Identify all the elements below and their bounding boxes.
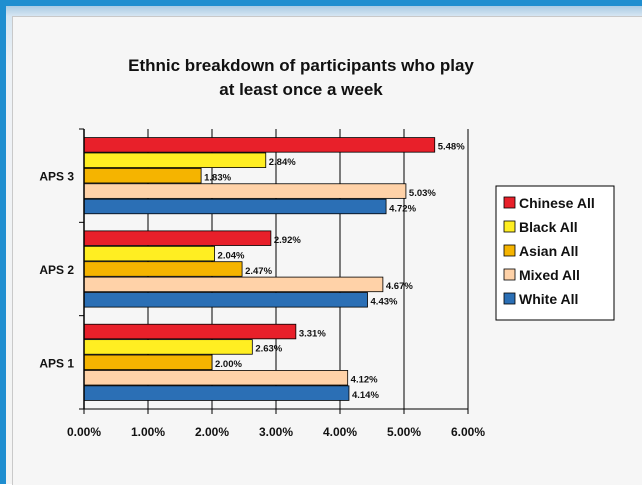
data-label: 4.43% <box>371 297 398 308</box>
bar-mixed-all <box>83 183 407 199</box>
bar-asian-all <box>83 261 243 277</box>
x-tick-label: 3.00% <box>259 425 293 439</box>
bar-white-all <box>83 292 368 308</box>
legend-label: Mixed All <box>519 267 580 283</box>
legend-swatch <box>503 244 516 257</box>
bar-chinese-all <box>83 137 436 153</box>
data-label: 4.72% <box>389 203 416 214</box>
data-label: 2.04% <box>218 250 245 261</box>
legend-swatch <box>503 268 516 281</box>
data-label: 4.12% <box>351 375 378 386</box>
x-tick-label: 5.00% <box>387 425 421 439</box>
data-label: 5.03% <box>409 188 436 199</box>
legend-label: Asian All <box>519 243 578 259</box>
x-tick-label: 2.00% <box>195 425 229 439</box>
legend-swatch <box>503 292 516 305</box>
bar-chinese-all <box>83 230 272 246</box>
chart-title-line-1: Ethnic breakdown of participants who pla… <box>128 56 474 75</box>
x-tick-label: 6.00% <box>451 425 485 439</box>
chart-title-line-2: at least once a week <box>219 80 383 99</box>
bar-black-all <box>83 245 215 262</box>
bar-black-all <box>83 339 253 355</box>
data-label: 1.83% <box>204 172 231 183</box>
legend-label: Chinese All <box>519 195 595 211</box>
bar-asian-all <box>83 167 202 184</box>
x-tick-label: 4.00% <box>323 425 357 439</box>
category-label: APS 1 <box>39 356 74 370</box>
data-label: 2.84% <box>269 157 296 168</box>
bar-white-all <box>83 385 350 401</box>
bar-black-all <box>83 152 267 168</box>
bar-white-all <box>83 198 387 215</box>
data-label: 2.00% <box>215 359 242 370</box>
bar-chinese-all <box>83 323 297 340</box>
data-label: 2.47% <box>245 266 272 277</box>
bar-asian-all <box>83 354 213 371</box>
bar-mixed-all <box>83 276 384 293</box>
legend-box <box>495 185 615 321</box>
x-tick-label: 0.00% <box>67 425 101 439</box>
data-label: 5.48% <box>438 142 465 153</box>
data-label: 2.63% <box>255 344 282 355</box>
legend-swatch <box>503 220 516 233</box>
legend-label: White All <box>519 291 578 307</box>
data-label: 2.92% <box>274 235 301 246</box>
legend-swatch <box>503 196 516 209</box>
legend-label: Black All <box>519 219 578 235</box>
x-tick-label: 1.00% <box>131 425 165 439</box>
data-label: 4.14% <box>352 390 379 401</box>
bar-mixed-all <box>83 370 349 386</box>
category-label: APS 3 <box>39 170 74 184</box>
data-label: 3.31% <box>299 328 326 339</box>
category-label: APS 2 <box>39 263 74 277</box>
data-label: 4.67% <box>386 281 413 292</box>
